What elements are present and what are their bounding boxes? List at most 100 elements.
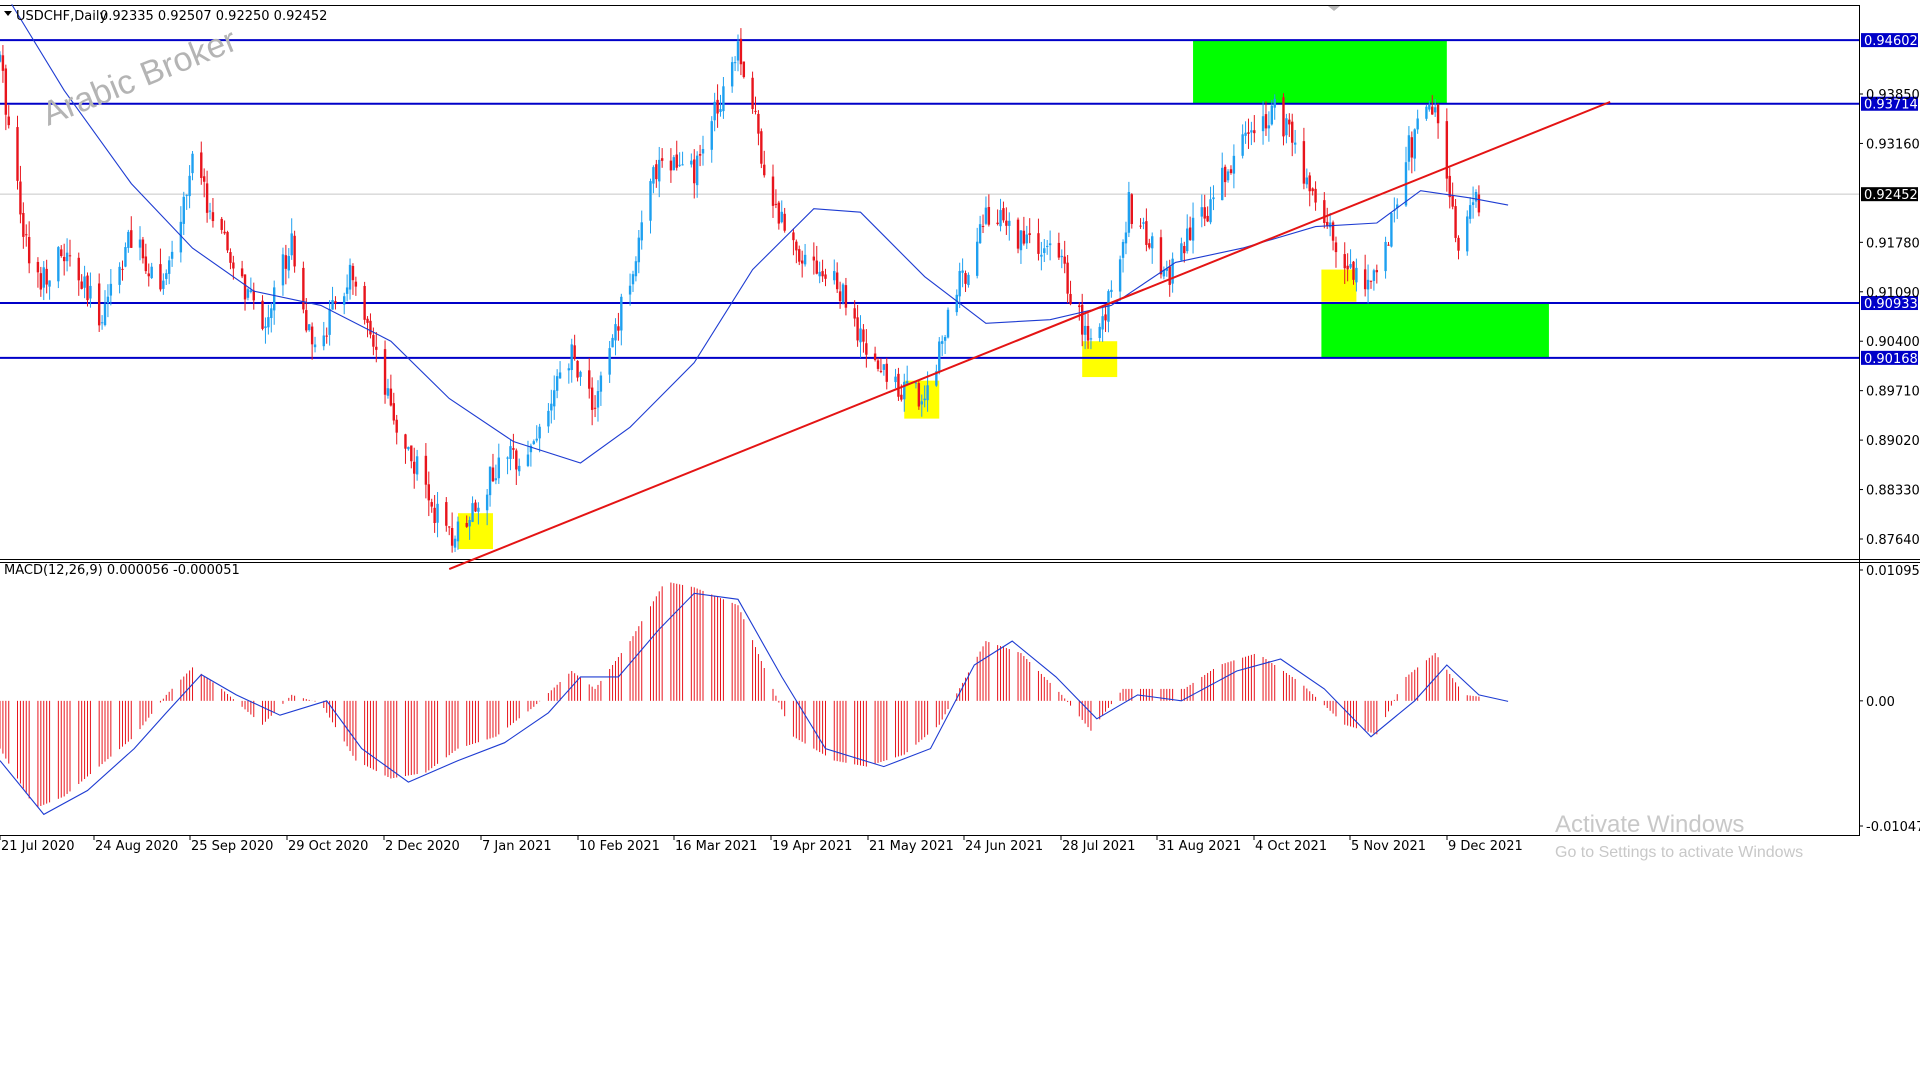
- candle: [515, 448, 518, 485]
- candle: [491, 453, 495, 483]
- candle: [1433, 99, 1437, 117]
- green-zone-2[interactable]: [1321, 303, 1549, 358]
- candle: [608, 340, 611, 383]
- candle: [573, 334, 576, 361]
- candle: [547, 403, 550, 433]
- candle: [1267, 111, 1271, 142]
- candle: [1457, 235, 1460, 260]
- candle: [240, 260, 244, 279]
- candle: [798, 245, 801, 266]
- candle: [967, 272, 970, 288]
- candle: [1229, 165, 1233, 175]
- trendline-layer[interactable]: [448, 100, 1611, 571]
- date-tick-label: 24 Aug 2020: [95, 839, 178, 854]
- candle: [736, 34, 740, 72]
- candle: [640, 210, 643, 250]
- activate-windows-subtitle: Go to Settings to activate Windows: [1555, 844, 1803, 861]
- candle: [1110, 280, 1113, 298]
- candle: [1060, 249, 1063, 269]
- candle: [1387, 241, 1390, 246]
- candle: [1130, 193, 1133, 229]
- candle: [526, 440, 530, 468]
- candle: [144, 243, 148, 274]
- moving-average-line: [11, 4, 1509, 464]
- candle: [1384, 236, 1387, 279]
- candle: [693, 149, 696, 199]
- candle: [570, 338, 573, 383]
- candle: [445, 497, 448, 532]
- candle: [1037, 218, 1040, 261]
- date-tick-label: 21 Jul 2020: [1, 839, 75, 854]
- candle: [106, 284, 110, 318]
- candle: [716, 84, 719, 128]
- uptrend-line[interactable]: [448, 100, 1611, 571]
- candle: [649, 178, 652, 234]
- candle: [1063, 240, 1066, 274]
- candle: [109, 269, 113, 306]
- candle: [690, 153, 693, 168]
- candle: [763, 150, 766, 178]
- level-1[interactable]: 0.94602: [0, 33, 1918, 49]
- candle: [1413, 128, 1416, 172]
- candle: [894, 368, 897, 389]
- yellow-box-1[interactable]: [457, 513, 493, 550]
- scroll-shift-marker-icon[interactable]: [1328, 6, 1340, 11]
- candle: [637, 230, 641, 274]
- candle: [879, 358, 883, 374]
- candle: [1308, 172, 1311, 207]
- candle: [86, 272, 89, 307]
- candle: [978, 215, 982, 244]
- yellow-box-4[interactable]: [1321, 269, 1357, 302]
- candle: [780, 200, 783, 224]
- candle: [1081, 293, 1084, 347]
- candle: [366, 316, 369, 338]
- candle: [468, 516, 471, 540]
- symbol-timeframe: USDCHF,Daily: [16, 9, 107, 24]
- candle: [1118, 255, 1122, 302]
- dropdown-triangle-icon[interactable]: [4, 11, 12, 16]
- candle: [45, 259, 48, 294]
- horizontal-levels[interactable]: 0.94602 0.93714 0.90933 0.90168 0.92452: [0, 33, 1918, 367]
- candle: [334, 296, 337, 310]
- yellow-box-3[interactable]: [1082, 341, 1118, 378]
- candle: [127, 229, 130, 253]
- activate-windows-title: Activate Windows: [1555, 811, 1744, 838]
- candle: [325, 327, 328, 344]
- candle: [4, 64, 8, 131]
- candle: [1253, 115, 1256, 143]
- current-price-tag: 0.92452: [1861, 187, 1918, 203]
- candle: [488, 466, 492, 507]
- candle: [1008, 212, 1011, 241]
- level-2[interactable]: 0.93714: [0, 96, 1918, 113]
- macd-tick-label: -0.010475: [1866, 820, 1920, 835]
- candle: [905, 365, 909, 386]
- candle: [188, 165, 191, 209]
- candle: [202, 168, 206, 198]
- green-zone-1[interactable]: [1193, 40, 1447, 104]
- candle: [471, 496, 474, 523]
- level-4[interactable]: 0.90168: [0, 350, 1918, 367]
- candle: [281, 247, 285, 296]
- candle: [229, 248, 232, 270]
- candle: [1291, 113, 1294, 157]
- candle: [733, 56, 737, 72]
- candle: [1127, 181, 1131, 238]
- candle: [710, 116, 713, 163]
- candle: [118, 262, 121, 294]
- candle: [719, 94, 722, 117]
- candle: [1078, 302, 1081, 321]
- candle: [795, 239, 798, 264]
- candle: [512, 433, 515, 459]
- candle: [252, 282, 255, 310]
- candle: [36, 257, 40, 288]
- candle: [926, 371, 929, 412]
- candle: [1285, 113, 1288, 144]
- candle: [1, 45, 5, 83]
- candle: [80, 274, 83, 290]
- candle: [436, 491, 439, 538]
- candle: [1048, 230, 1052, 261]
- price-tick-label: 0.93850: [1866, 88, 1920, 103]
- candle: [348, 258, 352, 300]
